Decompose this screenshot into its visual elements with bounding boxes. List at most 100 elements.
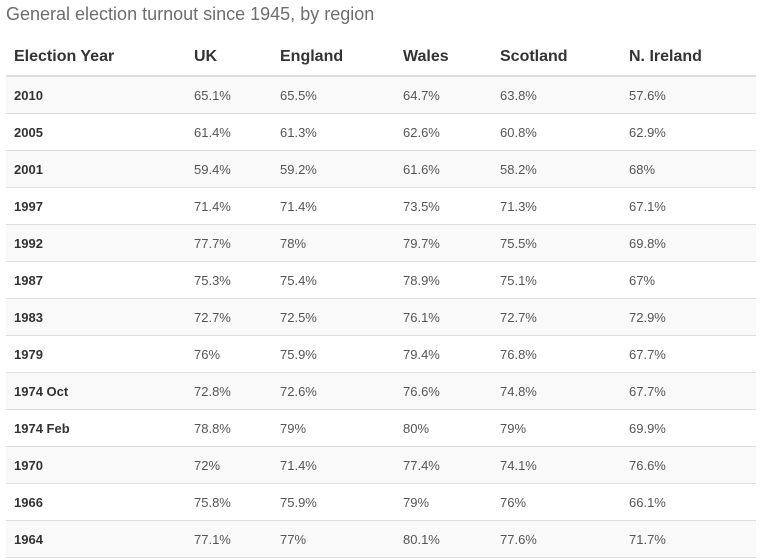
- cell-wales: 64.7%: [395, 76, 492, 114]
- cell-n-ireland: 71.7%: [621, 520, 756, 558]
- table-row: 1992 77.7% 78% 79.7% 75.5% 69.8%: [6, 224, 756, 262]
- cell-election-year: 2010: [6, 76, 186, 114]
- table-row: 2001 59.4% 59.2% 61.6% 58.2% 68%: [6, 150, 756, 188]
- cell-election-year: 1987: [6, 261, 186, 299]
- cell-election-year: 1974 Oct: [6, 372, 186, 410]
- cell-wales: 76.1%: [395, 298, 492, 336]
- cell-scotland: 60.8%: [492, 113, 621, 151]
- table-row: 1974 Feb 78.8% 79% 80% 79% 69.9%: [6, 409, 756, 447]
- cell-election-year: 2005: [6, 113, 186, 151]
- table-row: 1997 71.4% 71.4% 73.5% 71.3% 67.1%: [6, 187, 756, 225]
- cell-n-ireland: 69.8%: [621, 224, 756, 262]
- cell-scotland: 74.8%: [492, 372, 621, 410]
- cell-election-year: 1997: [6, 187, 186, 225]
- column-header-england: England: [272, 38, 395, 77]
- column-header-election-year: Election Year: [6, 38, 186, 77]
- table-row: 2010 65.1% 65.5% 64.7% 63.8% 57.6%: [6, 76, 756, 114]
- cell-wales: 79%: [395, 483, 492, 521]
- cell-england: 75.9%: [272, 335, 395, 373]
- cell-scotland: 77.6%: [492, 520, 621, 558]
- table-row: 2005 61.4% 61.3% 62.6% 60.8% 62.9%: [6, 113, 756, 151]
- cell-uk: 71.4%: [186, 187, 272, 225]
- cell-scotland: 75.5%: [492, 224, 621, 262]
- table-row: 1964 77.1% 77% 80.1% 77.6% 71.7%: [6, 520, 756, 558]
- cell-wales: 77.4%: [395, 446, 492, 484]
- cell-uk: 72%: [186, 446, 272, 484]
- cell-wales: 62.6%: [395, 113, 492, 151]
- cell-n-ireland: 67%: [621, 261, 756, 299]
- cell-n-ireland: 62.9%: [621, 113, 756, 151]
- cell-election-year: 1992: [6, 224, 186, 262]
- cell-scotland: 72.7%: [492, 298, 621, 336]
- column-header-scotland: Scotland: [492, 38, 621, 77]
- table-body: 2010 65.1% 65.5% 64.7% 63.8% 57.6% 2005 61.4% 61…: [6, 76, 756, 558]
- cell-n-ireland: 68%: [621, 150, 756, 188]
- cell-election-year: 1974 Feb: [6, 409, 186, 447]
- cell-england: 59.2%: [272, 150, 395, 188]
- cell-england: 71.4%: [272, 187, 395, 225]
- cell-england: 65.5%: [272, 76, 395, 114]
- cell-n-ireland: 67.7%: [621, 335, 756, 373]
- table-row: 1966 75.8% 75.9% 79% 76% 66.1%: [6, 483, 756, 521]
- cell-n-ireland: 57.6%: [621, 76, 756, 114]
- cell-scotland: 75.1%: [492, 261, 621, 299]
- cell-n-ireland: 66.1%: [621, 483, 756, 521]
- cell-scotland: 74.1%: [492, 446, 621, 484]
- cell-uk: 65.1%: [186, 76, 272, 114]
- cell-scotland: 71.3%: [492, 187, 621, 225]
- chart-title: General election turnout since 1945, by …: [6, 4, 375, 24]
- cell-england: 79%: [272, 409, 395, 447]
- cell-wales: 73.5%: [395, 187, 492, 225]
- column-header-n-ireland: N. Ireland: [621, 38, 756, 77]
- cell-wales: 80.1%: [395, 520, 492, 558]
- cell-uk: 76%: [186, 335, 272, 373]
- cell-england: 61.3%: [272, 113, 395, 151]
- table-header-row: Election Year UK England Wales Scotland …: [6, 38, 756, 77]
- table-row: 1974 Oct 72.8% 72.6% 76.6% 74.8% 67.7%: [6, 372, 756, 410]
- cell-election-year: 1979: [6, 335, 186, 373]
- cell-england: 77%: [272, 520, 395, 558]
- cell-uk: 75.8%: [186, 483, 272, 521]
- table-row: 1987 75.3% 75.4% 78.9% 75.1% 67%: [6, 261, 756, 299]
- cell-uk: 75.3%: [186, 261, 272, 299]
- cell-wales: 79.7%: [395, 224, 492, 262]
- column-header-wales: Wales: [395, 38, 492, 77]
- column-header-uk: UK: [186, 38, 272, 77]
- cell-scotland: 76%: [492, 483, 621, 521]
- table-row: 1979 76% 75.9% 79.4% 76.8% 67.7%: [6, 335, 756, 373]
- cell-wales: 61.6%: [395, 150, 492, 188]
- cell-n-ireland: 76.6%: [621, 446, 756, 484]
- cell-scotland: 63.8%: [492, 76, 621, 114]
- cell-uk: 72.8%: [186, 372, 272, 410]
- cell-wales: 79.4%: [395, 335, 492, 373]
- cell-england: 78%: [272, 224, 395, 262]
- cell-election-year: 1983: [6, 298, 186, 336]
- turnout-table: Election Year UK England Wales Scotland …: [6, 38, 756, 558]
- cell-uk: 78.8%: [186, 409, 272, 447]
- cell-uk: 61.4%: [186, 113, 272, 151]
- table-row: 1983 72.7% 72.5% 76.1% 72.7% 72.9%: [6, 298, 756, 336]
- cell-wales: 78.9%: [395, 261, 492, 299]
- cell-england: 72.6%: [272, 372, 395, 410]
- cell-england: 75.9%: [272, 483, 395, 521]
- cell-n-ireland: 72.9%: [621, 298, 756, 336]
- cell-election-year: 2001: [6, 150, 186, 188]
- cell-election-year: 1964: [6, 520, 186, 558]
- cell-uk: 77.1%: [186, 520, 272, 558]
- cell-n-ireland: 67.1%: [621, 187, 756, 225]
- cell-scotland: 58.2%: [492, 150, 621, 188]
- cell-uk: 77.7%: [186, 224, 272, 262]
- table-row: 1970 72% 71.4% 77.4% 74.1% 76.6%: [6, 446, 756, 484]
- cell-election-year: 1966: [6, 483, 186, 521]
- cell-scotland: 76.8%: [492, 335, 621, 373]
- cell-n-ireland: 67.7%: [621, 372, 756, 410]
- cell-wales: 76.6%: [395, 372, 492, 410]
- cell-england: 71.4%: [272, 446, 395, 484]
- cell-uk: 72.7%: [186, 298, 272, 336]
- cell-n-ireland: 69.9%: [621, 409, 756, 447]
- cell-scotland: 79%: [492, 409, 621, 447]
- cell-election-year: 1970: [6, 446, 186, 484]
- cell-uk: 59.4%: [186, 150, 272, 188]
- cell-england: 72.5%: [272, 298, 395, 336]
- cell-england: 75.4%: [272, 261, 395, 299]
